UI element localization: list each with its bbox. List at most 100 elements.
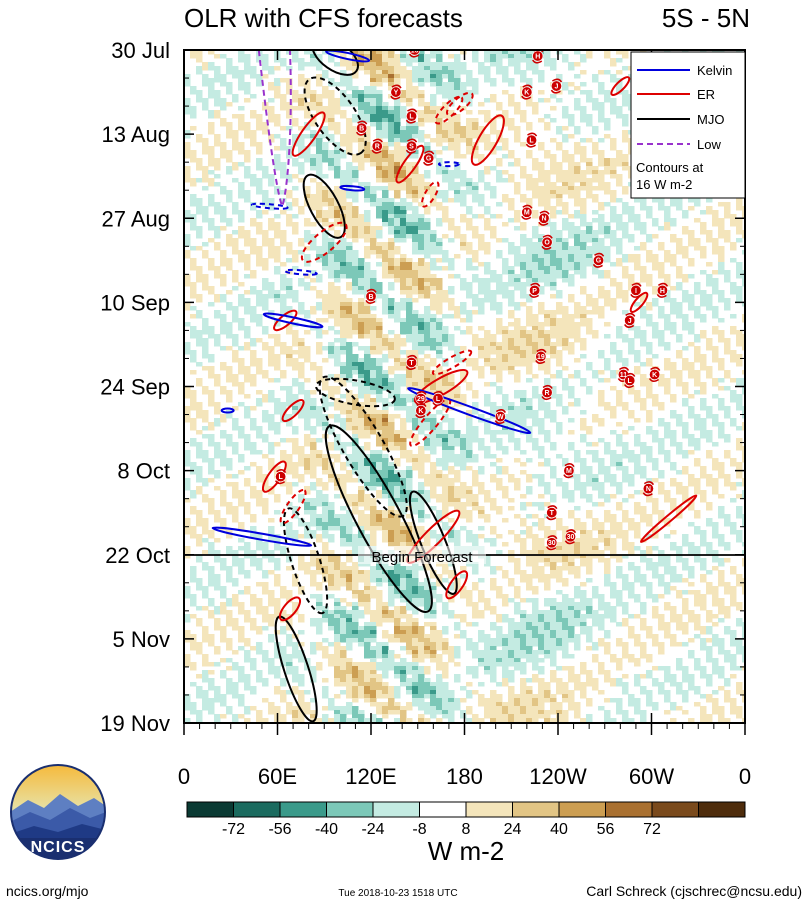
olr-cell <box>382 218 389 223</box>
olr-cell <box>286 414 293 419</box>
olr-cell <box>424 66 431 71</box>
olr-cell <box>502 326 509 331</box>
olr-cell <box>700 426 707 431</box>
olr-cell <box>202 106 209 111</box>
olr-cell <box>514 250 521 255</box>
olr-cell <box>358 314 365 319</box>
olr-cell <box>448 118 455 123</box>
olr-cell <box>520 50 527 55</box>
olr-cell <box>352 314 359 319</box>
olr-cell <box>370 358 377 363</box>
olr-cell <box>538 366 545 371</box>
olr-cell <box>622 258 629 263</box>
olr-cell <box>256 258 263 263</box>
olr-cell <box>376 430 383 435</box>
olr-cell <box>238 298 245 303</box>
olr-cell <box>340 362 347 367</box>
olr-cell <box>382 106 389 111</box>
olr-cell <box>682 386 689 391</box>
olr-cell <box>394 70 401 75</box>
olr-cell <box>310 142 317 147</box>
olr-cell <box>316 106 323 111</box>
olr-cell <box>280 342 287 347</box>
olr-cell <box>352 430 359 435</box>
olr-cell <box>454 62 461 67</box>
olr-cell <box>316 170 323 175</box>
olr-cell <box>466 122 473 127</box>
olr-cell <box>556 310 563 315</box>
olr-cell <box>412 58 419 63</box>
olr-cell <box>310 326 317 331</box>
olr-cell <box>316 350 323 355</box>
olr-cell <box>544 282 551 287</box>
olr-cell <box>448 394 455 399</box>
olr-cell <box>718 334 725 339</box>
olr-cell <box>358 394 365 399</box>
olr-cell <box>526 202 533 207</box>
olr-cell <box>298 74 305 79</box>
olr-cell <box>736 294 743 299</box>
olr-cell <box>214 166 221 171</box>
olr-cell <box>478 374 485 379</box>
olr-cell <box>454 58 461 63</box>
olr-cell <box>742 410 745 415</box>
olr-cell <box>274 214 281 219</box>
olr-cell <box>268 314 275 319</box>
olr-cell <box>190 110 197 115</box>
olr-cell <box>328 158 335 163</box>
olr-cell <box>706 410 713 415</box>
olr-cell <box>466 186 473 191</box>
olr-cell <box>448 146 455 151</box>
olr-cell <box>646 390 653 395</box>
olr-cell <box>232 286 239 291</box>
olr-cell <box>394 82 401 87</box>
olr-cell <box>316 146 323 151</box>
olr-cell <box>430 382 437 387</box>
olr-cell <box>256 250 263 255</box>
olr-cell <box>382 386 389 391</box>
olr-cell <box>430 110 437 115</box>
olr-cell <box>688 302 695 307</box>
olr-cell <box>538 338 545 343</box>
olr-cell <box>382 174 389 179</box>
olr-cell <box>508 406 515 411</box>
olr-cell <box>286 422 293 427</box>
olr-cell <box>316 294 323 299</box>
olr-cell <box>448 262 455 267</box>
olr-cell <box>544 170 551 175</box>
olr-cell <box>208 366 215 371</box>
olr-cell <box>496 202 503 207</box>
olr-cell <box>370 154 377 159</box>
olr-cell <box>274 358 281 363</box>
olr-cell <box>436 238 443 243</box>
olr-cell <box>598 178 605 183</box>
olr-cell <box>616 390 623 395</box>
olr-cell <box>586 246 593 251</box>
olr-cell <box>286 190 293 195</box>
olr-cell <box>274 82 281 87</box>
olr-cell <box>352 166 359 171</box>
olr-cell <box>664 390 671 395</box>
olr-cell <box>394 118 401 123</box>
olr-cell <box>388 346 395 351</box>
olr-cell <box>652 298 659 303</box>
olr-cell <box>610 262 617 267</box>
olr-cell <box>316 302 323 307</box>
olr-cell <box>340 266 347 271</box>
olr-cell <box>268 82 275 87</box>
olr-cell <box>208 50 215 55</box>
olr-cell <box>490 194 497 199</box>
olr-cell <box>322 94 329 99</box>
olr-cell <box>184 322 191 327</box>
olr-cell <box>352 402 359 407</box>
olr-cell <box>268 226 275 231</box>
olr-cell <box>670 258 677 263</box>
olr-cell <box>190 158 197 163</box>
olr-cell <box>724 210 731 215</box>
olr-cell <box>388 434 395 439</box>
olr-cell <box>472 390 479 395</box>
olr-cell <box>322 294 329 299</box>
olr-cell <box>430 282 437 287</box>
olr-cell <box>346 74 353 79</box>
olr-cell <box>418 386 425 391</box>
